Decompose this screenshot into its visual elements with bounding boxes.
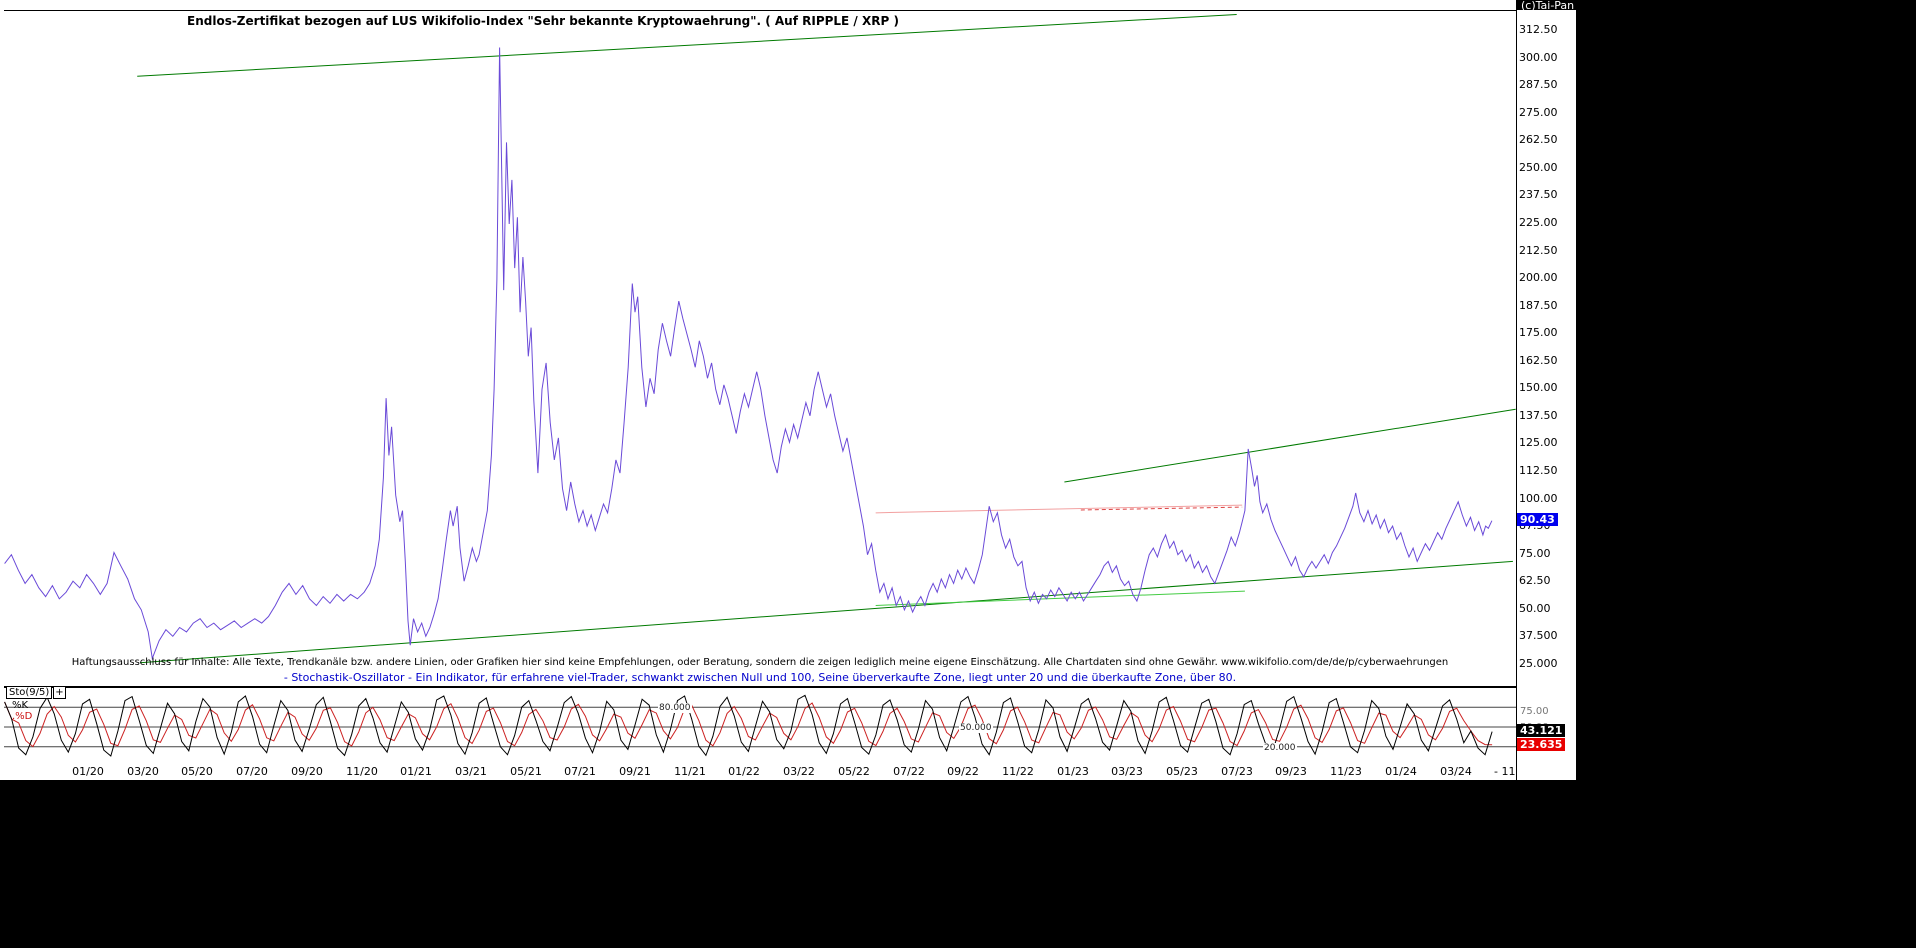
- price-axis-label: 300.00: [1519, 51, 1558, 64]
- date-axis-label: 01/23: [1057, 765, 1089, 778]
- price-chart-panel: Endlos-Zertifikat bezogen auf LUS Wikifo…: [4, 10, 1516, 687]
- stochastic-axis-label: 75.00: [1520, 706, 1549, 717]
- price-axis-label: 62.50: [1519, 574, 1551, 587]
- stochastic-k-label: %K: [12, 700, 29, 711]
- date-axis-label: 09/22: [947, 765, 979, 778]
- price-axis-label: 187.50: [1519, 299, 1558, 312]
- date-axis-label: 05/23: [1166, 765, 1198, 778]
- date-axis-label: 07/22: [893, 765, 925, 778]
- price-axis-label: 225.00: [1519, 216, 1558, 229]
- date-axis-label: 07/20: [236, 765, 268, 778]
- price-axis-label: 250.00: [1519, 161, 1558, 174]
- date-axis-label: 09/20: [291, 765, 323, 778]
- stochastic-d-label: .%D: [12, 711, 33, 722]
- date-axis-label: 03/24: [1440, 765, 1472, 778]
- date-axis-label: 11/22: [1002, 765, 1034, 778]
- price-axis: 90.43 43.121 23.635 312.50 300.00 287.50 27…: [1517, 10, 1576, 780]
- trend-line-resistance-pink: [875, 504, 1243, 514]
- stochastic-k-value-badge: 43.121: [1517, 724, 1566, 737]
- stoch-ref-line-label: 20.000: [1263, 743, 1297, 753]
- chart-title: Endlos-Zertifikat bezogen auf LUS Wikifo…: [187, 14, 899, 28]
- date-axis-label: 11/20: [346, 765, 378, 778]
- price-axis-label: 200.00: [1519, 271, 1558, 284]
- price-axis-label: 37.500: [1519, 629, 1558, 642]
- stochastic-d-value-badge: 23.635: [1517, 738, 1566, 751]
- price-axis-label: 50.00: [1519, 602, 1551, 615]
- date-axis: 01/20 03/20 05/20 07/20 09/20 11/20 01/21 03/21…: [4, 764, 1550, 780]
- price-plot-area[interactable]: [4, 11, 1516, 687]
- date-axis-label: 03/21: [455, 765, 487, 778]
- price-axis-label: 237.50: [1519, 188, 1558, 201]
- stochastic-indicator-label[interactable]: Sto(9/5): [6, 686, 53, 699]
- expand-indicator-button[interactable]: +: [53, 686, 66, 699]
- price-axis-label: 287.50: [1519, 78, 1558, 91]
- price-axis-label: 312.50: [1519, 23, 1558, 36]
- price-axis-label: 212.50: [1519, 244, 1558, 257]
- stoch-ref-line-label: 50.000: [959, 723, 993, 733]
- date-axis-label: 03/20: [127, 765, 159, 778]
- trend-line-mid-channel: [1064, 408, 1516, 483]
- disclaimer-text: Haftungsausschluss für Inhalte: Alle Tex…: [71, 657, 1449, 668]
- trend-line-upper-resistance: [137, 13, 1237, 77]
- date-axis-label: 05/20: [181, 765, 213, 778]
- stoch-ref-line-label: 80.000: [658, 703, 692, 713]
- date-axis-label: 07/23: [1221, 765, 1253, 778]
- trend-line-lower-support-long: [139, 560, 1513, 664]
- stochastic-panel: Sto(9/5) + %K .%D 80.000 50.000 20.000: [4, 686, 1516, 764]
- price-axis-label: 112.50: [1519, 464, 1558, 477]
- price-axis-label: 162.50: [1519, 354, 1558, 367]
- date-axis-label: 03/22: [783, 765, 815, 778]
- date-axis-label: 05/22: [838, 765, 870, 778]
- date-axis-label: 11/21: [674, 765, 706, 778]
- price-axis-label: 75.00: [1519, 547, 1551, 560]
- date-axis-label: 03/23: [1111, 765, 1143, 778]
- date-axis-label: 01/24: [1385, 765, 1417, 778]
- stochastic-description: - Stochastik-Oszillator - Ein Indikator,…: [283, 671, 1237, 684]
- date-axis-label: 09/23: [1275, 765, 1307, 778]
- price-axis-label: 25.000: [1519, 657, 1558, 670]
- date-axis-label: 01/20: [72, 765, 104, 778]
- date-axis-label: 11/23: [1330, 765, 1362, 778]
- price-axis-label: 100.00: [1519, 492, 1558, 505]
- price-axis-label: 150.00: [1519, 381, 1558, 394]
- date-axis-label: 05/21: [510, 765, 542, 778]
- trend-line-short-support: [875, 590, 1245, 606]
- stoch-d-line: [4, 701, 1493, 748]
- price-axis-label: 262.50: [1519, 133, 1558, 146]
- price-axis-label: 125.00: [1519, 436, 1558, 449]
- date-axis-label: 07/21: [564, 765, 596, 778]
- date-axis-label: 01/22: [728, 765, 760, 778]
- price-axis-label: 275.00: [1519, 106, 1558, 119]
- stoch-k-line: [4, 694, 1493, 757]
- chart-window: Endlos-Zertifikat bezogen auf LUS Wikifo…: [0, 0, 1517, 780]
- date-axis-label: 09/21: [619, 765, 651, 778]
- date-axis-label: 01/21: [400, 765, 432, 778]
- price-axis-label: 175.00: [1519, 326, 1558, 339]
- trend-line-resistance-red-dashed: [1080, 506, 1243, 511]
- price-line: [4, 47, 1493, 661]
- price-axis-label: 137.50: [1519, 409, 1558, 422]
- taipan-copyright-label: (c)Tai-Pan: [1521, 0, 1575, 12]
- last-price-badge: 90.43: [1517, 513, 1558, 526]
